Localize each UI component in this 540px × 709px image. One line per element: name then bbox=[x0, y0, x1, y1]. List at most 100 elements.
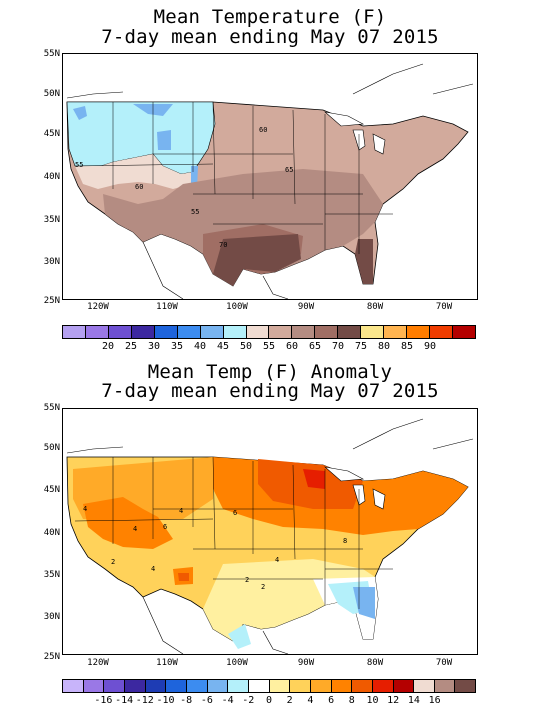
legend-swatch bbox=[393, 680, 415, 692]
legend-swatch bbox=[83, 680, 105, 692]
lon-label: 100W bbox=[226, 302, 248, 312]
lon-label: 100W bbox=[226, 658, 248, 668]
legend-tick-label: 6 bbox=[328, 695, 335, 706]
legend-tick-label: 80 bbox=[377, 341, 391, 352]
legend-tick-label: -2 bbox=[242, 695, 255, 706]
lat-label: 45N bbox=[43, 129, 60, 139]
lon-label: 110W bbox=[156, 658, 178, 668]
contour-label: 6 bbox=[163, 523, 167, 531]
legend-swatch bbox=[63, 680, 84, 692]
lat-label: 25N bbox=[43, 296, 60, 306]
legend-swatch bbox=[310, 680, 332, 692]
contour-label: 4 bbox=[179, 507, 183, 515]
lat-label: 50N bbox=[43, 89, 60, 99]
legend-swatch bbox=[223, 326, 247, 338]
contour-label: 55 bbox=[191, 208, 199, 216]
legend-swatch bbox=[63, 326, 86, 338]
legend-tick-label: 65 bbox=[308, 341, 322, 352]
legend-swatch bbox=[145, 680, 167, 692]
legend-swatch bbox=[361, 326, 385, 338]
legend-tick-label: 16 bbox=[428, 695, 441, 706]
legend-swatch bbox=[414, 680, 435, 692]
lat-label: 35N bbox=[43, 215, 60, 225]
legend-tick-label: -16 bbox=[94, 695, 113, 706]
legend-swatch bbox=[315, 326, 339, 338]
contour-label: 60 bbox=[259, 126, 267, 134]
lon-label: 110W bbox=[156, 302, 178, 312]
legend-swatch bbox=[452, 326, 475, 338]
lon-label: 90W bbox=[297, 302, 315, 312]
legend-tick-label: 70 bbox=[331, 341, 345, 352]
legend-tick-label: 2 bbox=[286, 695, 293, 706]
legend-swatch bbox=[352, 680, 373, 692]
legend-tick-label: -12 bbox=[135, 695, 154, 706]
legend-swatch bbox=[131, 326, 155, 338]
contour-label: 70 bbox=[219, 241, 227, 249]
legend-tick-label: 8 bbox=[348, 695, 355, 706]
legend-swatch bbox=[108, 326, 132, 338]
legend-swatch bbox=[248, 680, 270, 692]
lon-label: 70W bbox=[435, 658, 453, 668]
legend-swatch bbox=[292, 326, 316, 338]
panel-subtitle: 7-day mean ending May 07 2015 bbox=[101, 26, 439, 48]
lat-label: 55N bbox=[43, 403, 60, 413]
lon-label: 70W bbox=[435, 302, 453, 312]
lon-label: 90W bbox=[297, 658, 315, 668]
contour-label: 2 bbox=[111, 558, 115, 566]
contour-label: 4 bbox=[151, 565, 155, 573]
lat-label: 30N bbox=[43, 257, 60, 267]
contour-label: 55 bbox=[75, 161, 83, 169]
legend-tick-label: 60 bbox=[285, 341, 299, 352]
legend-swatch bbox=[434, 680, 456, 692]
legend-swatch bbox=[166, 680, 187, 692]
contour-label: 2 bbox=[245, 576, 249, 584]
legend-swatch bbox=[104, 680, 125, 692]
legend-swatch bbox=[372, 680, 394, 692]
anomaly-map: 4 4 6 4 6 2 4 4 2 2 8 bbox=[62, 408, 478, 655]
lat-label: 25N bbox=[43, 652, 60, 662]
legend-swatch bbox=[85, 326, 109, 338]
contour-label: 4 bbox=[275, 556, 279, 564]
lon-label: 80W bbox=[366, 302, 384, 312]
contour-label: 4 bbox=[133, 525, 137, 533]
legend-tick-label: -14 bbox=[115, 695, 134, 706]
contour-label: 65 bbox=[285, 166, 293, 174]
contour-label: 6 bbox=[233, 509, 237, 517]
legend-swatch bbox=[384, 326, 408, 338]
legend-tick-label: -10 bbox=[156, 695, 175, 706]
legend-swatch bbox=[186, 680, 208, 692]
legend-swatch bbox=[154, 326, 178, 338]
contour-label: 8 bbox=[343, 537, 347, 545]
lat-label: 30N bbox=[43, 612, 60, 622]
legend-tick-label: 50 bbox=[239, 341, 253, 352]
contour-label: 4 bbox=[83, 505, 87, 513]
anomaly-legend bbox=[62, 679, 476, 693]
panel-subtitle: 7-day mean ending May 07 2015 bbox=[101, 380, 439, 402]
legend-swatch bbox=[124, 680, 146, 692]
legend-tick-label: -6 bbox=[200, 695, 213, 706]
legend-tick-label: 0 bbox=[265, 695, 273, 706]
legend-tick-label: 20 bbox=[101, 341, 115, 352]
legend-tick-label: 55 bbox=[262, 341, 276, 352]
lat-label: 45N bbox=[43, 485, 60, 495]
lat-label: 55N bbox=[43, 49, 60, 59]
legend-swatch bbox=[207, 680, 229, 692]
lat-label: 50N bbox=[43, 443, 60, 453]
legend-tick-label: 35 bbox=[170, 341, 184, 352]
legend-swatch bbox=[455, 680, 476, 692]
legend-swatch bbox=[331, 680, 353, 692]
legend-tick-label: 14 bbox=[407, 695, 420, 706]
legend-swatch bbox=[338, 326, 362, 338]
legend-swatch bbox=[246, 326, 270, 338]
lon-label: 120W bbox=[87, 302, 109, 312]
temperature-map: 55 60 65 55 70 60 bbox=[62, 53, 478, 300]
legend-tick-label: 4 bbox=[307, 695, 314, 706]
legend-swatch bbox=[290, 680, 311, 692]
legend-tick-label: 45 bbox=[216, 341, 230, 352]
lat-label: 40N bbox=[43, 172, 60, 182]
legend-tick-label: -8 bbox=[180, 695, 193, 706]
legend-tick-label: 12 bbox=[387, 695, 400, 706]
legend-tick-label: -4 bbox=[221, 695, 234, 706]
panel-title: Mean Temp (F) Anomaly bbox=[147, 361, 393, 383]
contour-label: 2 bbox=[261, 583, 265, 591]
